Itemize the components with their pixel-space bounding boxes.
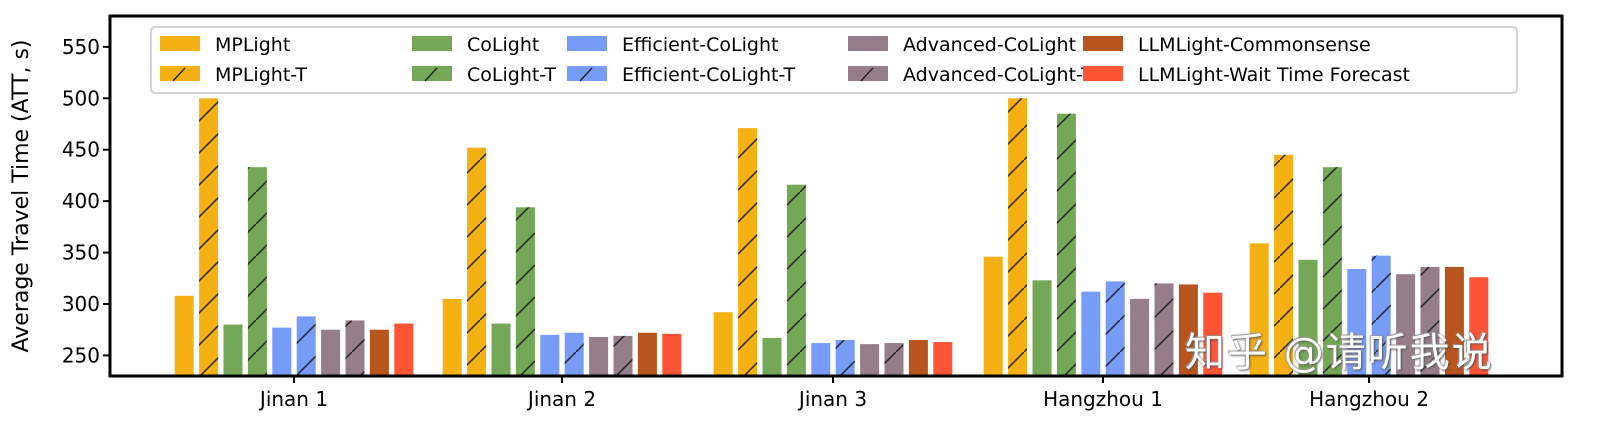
legend-swatch bbox=[567, 36, 607, 51]
bar-hatch bbox=[247, 167, 267, 376]
bar bbox=[1444, 266, 1464, 376]
x-tick-label: Hangzhou 2 bbox=[1309, 387, 1429, 411]
legend-hatch-mark bbox=[172, 67, 186, 82]
legend-swatch bbox=[1083, 66, 1123, 81]
legend-swatch bbox=[412, 36, 452, 51]
bar-hatch bbox=[786, 184, 806, 376]
y-tick-label: 500 bbox=[62, 86, 100, 110]
bar bbox=[662, 333, 682, 376]
bar bbox=[1178, 284, 1198, 376]
bar bbox=[1081, 291, 1101, 376]
bar bbox=[933, 342, 953, 376]
x-tick-label: Hangzhou 1 bbox=[1043, 387, 1163, 411]
legend-swatch bbox=[160, 36, 200, 51]
bar-hatch bbox=[1371, 255, 1391, 376]
bar bbox=[321, 329, 341, 376]
legend-hatch-mark bbox=[579, 67, 593, 82]
bar-hatch bbox=[1420, 266, 1440, 376]
legend-swatch bbox=[1083, 36, 1123, 51]
bar-hatch bbox=[515, 207, 535, 376]
bar bbox=[762, 337, 782, 376]
bar-hatch bbox=[1274, 154, 1294, 376]
bar bbox=[811, 343, 831, 376]
legend-label: Efficient-CoLight-T bbox=[622, 64, 796, 86]
x-tick-label: Jinan 2 bbox=[526, 387, 596, 411]
bar bbox=[983, 256, 1003, 376]
legend-box bbox=[150, 26, 1518, 94]
legend-hatch-mark bbox=[424, 67, 438, 82]
bar bbox=[1298, 259, 1318, 376]
bar bbox=[272, 327, 292, 376]
bar-hatch bbox=[884, 343, 904, 376]
bar bbox=[908, 340, 928, 376]
y-tick-label: 350 bbox=[62, 241, 100, 265]
bar bbox=[1469, 277, 1489, 376]
legend-label: MPLight bbox=[215, 34, 290, 56]
bar-hatch bbox=[738, 128, 758, 376]
y-tick-label: 250 bbox=[62, 343, 100, 367]
bar bbox=[1203, 292, 1223, 376]
legend-label: Advanced-CoLight-T bbox=[903, 64, 1093, 86]
bar bbox=[713, 312, 733, 376]
legend-label: Efficient-CoLight bbox=[622, 34, 778, 56]
plot-frame bbox=[108, 14, 1564, 378]
bar bbox=[442, 298, 462, 376]
bar bbox=[589, 336, 609, 376]
bar-hatch bbox=[296, 316, 316, 376]
x-tick-label: Jinan 1 bbox=[258, 387, 328, 411]
bar-hatch bbox=[1056, 113, 1076, 376]
bar bbox=[394, 323, 414, 376]
y-axis: 250 300 350 400 450 500 550 bbox=[62, 35, 110, 367]
legend-label: MPLight-T bbox=[215, 64, 307, 86]
x-axis: Jinan 1 Jinan 2 Jinan 3 Hangzhou 1 Hangzhou … bbox=[258, 376, 1429, 411]
y-tick-label: 300 bbox=[62, 292, 100, 316]
bar-hatch bbox=[1008, 98, 1028, 377]
bar bbox=[637, 332, 657, 376]
y-axis-label: Average Travel Time (ATT, s) bbox=[9, 39, 34, 352]
legend-label: CoLight bbox=[467, 34, 539, 56]
y-tick-label: 400 bbox=[62, 189, 100, 213]
bar-hatch bbox=[564, 332, 584, 376]
bar bbox=[1347, 269, 1367, 376]
legend-label: LLMLight-Wait Time Forecast bbox=[1138, 64, 1410, 86]
bar-hatch bbox=[613, 335, 633, 376]
x-tick-label: Jinan 3 bbox=[797, 387, 867, 411]
bar bbox=[860, 344, 880, 376]
legend-label: Advanced-CoLight bbox=[903, 34, 1076, 56]
legend-label: CoLight-T bbox=[467, 64, 556, 86]
bar bbox=[1130, 298, 1150, 376]
y-tick-label: 450 bbox=[62, 138, 100, 162]
bar-hatch bbox=[835, 340, 855, 376]
legend-swatch bbox=[848, 36, 888, 51]
bar-hatch bbox=[467, 147, 487, 376]
bar bbox=[174, 295, 194, 376]
bar-hatch bbox=[1322, 167, 1342, 376]
watermark-text: 知乎 @请听我说 bbox=[1185, 330, 1494, 376]
y-tick-label: 550 bbox=[62, 35, 100, 59]
bar bbox=[491, 323, 511, 376]
bar bbox=[1396, 274, 1416, 376]
bars-layer bbox=[174, 98, 1489, 377]
bar bbox=[1032, 280, 1052, 376]
bar-hatch bbox=[1154, 283, 1174, 376]
legend: MPLight MPLight-T CoLight CoLight-T Efficien… bbox=[150, 26, 1518, 94]
bar bbox=[369, 329, 389, 376]
legend-label: LLMLight-Commonsense bbox=[1138, 34, 1371, 56]
bar-hatch bbox=[199, 98, 219, 377]
bar-hatch bbox=[345, 320, 365, 376]
bar bbox=[540, 334, 560, 376]
bar-hatch bbox=[1105, 281, 1125, 376]
bar bbox=[1249, 243, 1269, 376]
legend-hatch-mark bbox=[860, 67, 874, 82]
bar bbox=[223, 324, 243, 376]
